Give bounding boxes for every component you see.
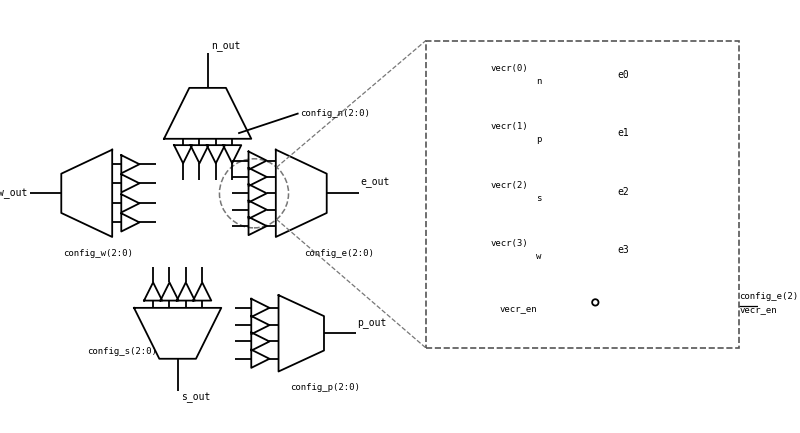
FancyBboxPatch shape (426, 41, 739, 348)
Text: config_e(2): config_e(2) (739, 292, 798, 301)
Text: config_w(2:0): config_w(2:0) (63, 249, 133, 258)
Text: s_out: s_out (182, 392, 210, 403)
Text: p_out: p_out (358, 318, 387, 329)
Text: vecr(2): vecr(2) (491, 181, 529, 190)
Text: e1: e1 (618, 128, 630, 138)
Text: n_out: n_out (211, 41, 241, 52)
Text: p: p (536, 136, 542, 144)
Text: vecr_en: vecr_en (499, 304, 537, 313)
Text: e3: e3 (618, 245, 630, 255)
Text: vecr_en: vecr_en (739, 305, 777, 314)
Text: config_s(2:0): config_s(2:0) (86, 347, 157, 356)
Text: w_out: w_out (0, 188, 28, 198)
Text: config_n(2:0): config_n(2:0) (300, 109, 370, 118)
Text: w: w (536, 252, 542, 261)
Text: s: s (536, 194, 542, 203)
Text: vecr(3): vecr(3) (491, 239, 529, 248)
Text: config_e(2:0): config_e(2:0) (304, 249, 374, 258)
Text: n: n (536, 77, 542, 86)
Text: vecr(1): vecr(1) (491, 123, 529, 131)
Text: e2: e2 (618, 187, 630, 197)
Text: e0: e0 (618, 70, 630, 80)
Text: config_p(2:0): config_p(2:0) (290, 383, 360, 392)
Text: vecr(0): vecr(0) (491, 64, 529, 73)
Text: e_out: e_out (360, 178, 390, 188)
